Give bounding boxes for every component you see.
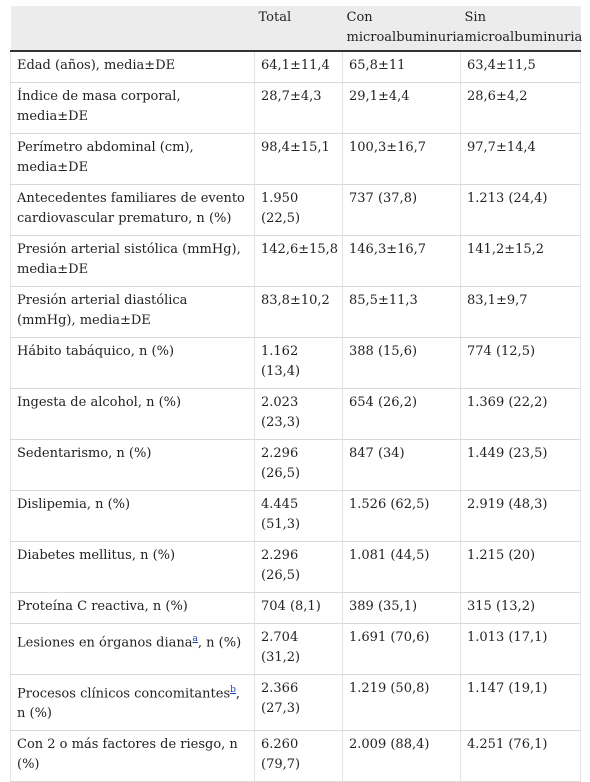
row-label: Con 2 o más factores de riesgo, n (%) xyxy=(10,730,255,782)
row-label: Índice de masa corporal, media±DE xyxy=(10,82,255,134)
characteristics-table: Total Con microalbuminuria Sin microalbu… xyxy=(10,6,582,782)
header-sin-microalbuminuria: Sin microalbuminuria xyxy=(460,6,582,52)
table-row: Presión arterial diastólica (mmHg), medi… xyxy=(10,286,581,338)
cell-sin: 1.215 (20) xyxy=(460,541,581,593)
cell-con: 1.526 (62,5) xyxy=(342,490,461,542)
cell-sin: 315 (13,2) xyxy=(460,592,581,624)
row-label: Dislipemia, n (%) xyxy=(10,490,255,542)
cell-con: 1.691 (70,6) xyxy=(342,623,461,675)
cell-con: 389 (35,1) xyxy=(342,592,461,624)
row-label: Perímetro abdominal (cm), media±DE xyxy=(10,133,255,185)
row-label: Presión arterial diastólica (mmHg), medi… xyxy=(10,286,255,338)
header-label xyxy=(10,6,255,52)
row-label: Ingesta de alcohol, n (%) xyxy=(10,388,255,440)
cell-con: 1.219 (50,8) xyxy=(342,674,461,732)
row-label-text: Procesos clínicos concomitantes xyxy=(17,686,231,702)
cell-con: 388 (15,6) xyxy=(342,337,461,389)
cell-sin: 774 (12,5) xyxy=(460,337,581,389)
cell-con: 1.081 (44,5) xyxy=(342,541,461,593)
table-row: Procesos clínicos concomitantesb, n (%) … xyxy=(10,674,581,732)
cell-total: 2.366 (27,3) xyxy=(254,674,343,732)
table-row: Con 2 o más factores de riesgo, n (%) 6.… xyxy=(10,730,581,782)
cell-sin: 1.369 (22,2) xyxy=(460,388,581,440)
table-row: Lesiones en órganos dianaa, n (%) 2.704 … xyxy=(10,623,581,675)
cell-total: 2.023 (23,3) xyxy=(254,388,343,440)
table-row: Índice de masa corporal, media±DE 28,7±4… xyxy=(10,82,581,134)
cell-total: 98,4±15,1 xyxy=(254,133,343,185)
header-total: Total xyxy=(254,6,343,52)
cell-sin: 28,6±4,2 xyxy=(460,82,581,134)
row-label: Sedentarismo, n (%) xyxy=(10,439,255,491)
cell-sin: 1.213 (24,4) xyxy=(460,184,581,236)
cell-sin: 2.919 (48,3) xyxy=(460,490,581,542)
table-row: Hábito tabáquico, n (%) 1.162 (13,4) 388… xyxy=(10,337,581,389)
table-row: Dislipemia, n (%) 4.445 (51,3) 1.526 (62… xyxy=(10,490,581,542)
row-label: Antecedentes familiares de evento cardio… xyxy=(10,184,255,236)
table-row: Edad (años), media±DE 64,1±11,4 65,8±11 … xyxy=(10,51,581,83)
table-row: Presión arterial sistólica (mmHg), media… xyxy=(10,235,581,287)
row-label-text: Lesiones en órganos diana xyxy=(17,635,193,651)
cell-sin: 141,2±15,2 xyxy=(460,235,581,287)
cell-con: 654 (26,2) xyxy=(342,388,461,440)
cell-total: 6.260 (79,7) xyxy=(254,730,343,782)
cell-total: 83,8±10,2 xyxy=(254,286,343,338)
footnote-link-a[interactable]: a xyxy=(192,634,198,644)
cell-total: 704 (8,1) xyxy=(254,592,343,624)
table-row: Sedentarismo, n (%) 2.296 (26,5) 847 (34… xyxy=(10,439,581,491)
cell-con: 847 (34) xyxy=(342,439,461,491)
cell-total: 28,7±4,3 xyxy=(254,82,343,134)
cell-sin: 4.251 (76,1) xyxy=(460,730,581,782)
row-label: Presión arterial sistólica (mmHg), media… xyxy=(10,235,255,287)
table-row: Proteína C reactiva, n (%) 704 (8,1) 389… xyxy=(10,592,581,624)
cell-con: 100,3±16,7 xyxy=(342,133,461,185)
row-label: Proteína C reactiva, n (%) xyxy=(10,592,255,624)
header-con-microalbuminuria: Con microalbuminuria xyxy=(342,6,464,52)
table-row: Ingesta de alcohol, n (%) 2.023 (23,3) 6… xyxy=(10,388,581,440)
cell-con: 146,3±16,7 xyxy=(342,235,461,287)
row-label: Edad (años), media±DE xyxy=(10,51,255,83)
cell-sin: 1.449 (23,5) xyxy=(460,439,581,491)
row-label: Diabetes mellitus, n (%) xyxy=(10,541,255,593)
table-row: Perímetro abdominal (cm), media±DE 98,4±… xyxy=(10,133,581,185)
cell-con: 65,8±11 xyxy=(342,51,461,83)
cell-sin: 1.147 (19,1) xyxy=(460,674,581,732)
cell-total: 2.296 (26,5) xyxy=(254,541,343,593)
footnote-marker: b xyxy=(230,682,236,695)
cell-total: 1.162 (13,4) xyxy=(254,337,343,389)
row-label-suffix: , n (%) xyxy=(17,686,241,722)
cell-con: 29,1±4,4 xyxy=(342,82,461,134)
cell-con: 85,5±11,3 xyxy=(342,286,461,338)
footnote-link-b[interactable]: b xyxy=(230,685,236,695)
row-label: Procesos clínicos concomitantesb, n (%) xyxy=(10,674,255,732)
cell-sin: 63,4±11,5 xyxy=(460,51,581,83)
data-table-container: Total Con microalbuminuria Sin microalbu… xyxy=(10,6,582,782)
cell-total: 1.950 (22,5) xyxy=(254,184,343,236)
row-label: Lesiones en órganos dianaa, n (%) xyxy=(10,623,255,675)
row-label-suffix: , n (%) xyxy=(197,635,242,651)
cell-total: 142,6±15,8 xyxy=(254,235,343,287)
cell-con: 2.009 (88,4) xyxy=(342,730,461,782)
cell-sin: 97,7±14,4 xyxy=(460,133,581,185)
cell-total: 2.296 (26,5) xyxy=(254,439,343,491)
table-row: Diabetes mellitus, n (%) 2.296 (26,5) 1.… xyxy=(10,541,581,593)
cell-total: 2.704 (31,2) xyxy=(254,623,343,675)
cell-sin: 1.013 (17,1) xyxy=(460,623,581,675)
cell-total: 64,1±11,4 xyxy=(254,51,343,83)
footnote-marker: a xyxy=(193,631,198,644)
cell-total: 4.445 (51,3) xyxy=(254,490,343,542)
row-label: Hábito tabáquico, n (%) xyxy=(10,337,255,389)
cell-con: 737 (37,8) xyxy=(342,184,461,236)
table-row: Antecedentes familiares de evento cardio… xyxy=(10,184,581,236)
cell-sin: 83,1±9,7 xyxy=(460,286,581,338)
table-header-row: Total Con microalbuminuria Sin microalbu… xyxy=(10,6,582,52)
